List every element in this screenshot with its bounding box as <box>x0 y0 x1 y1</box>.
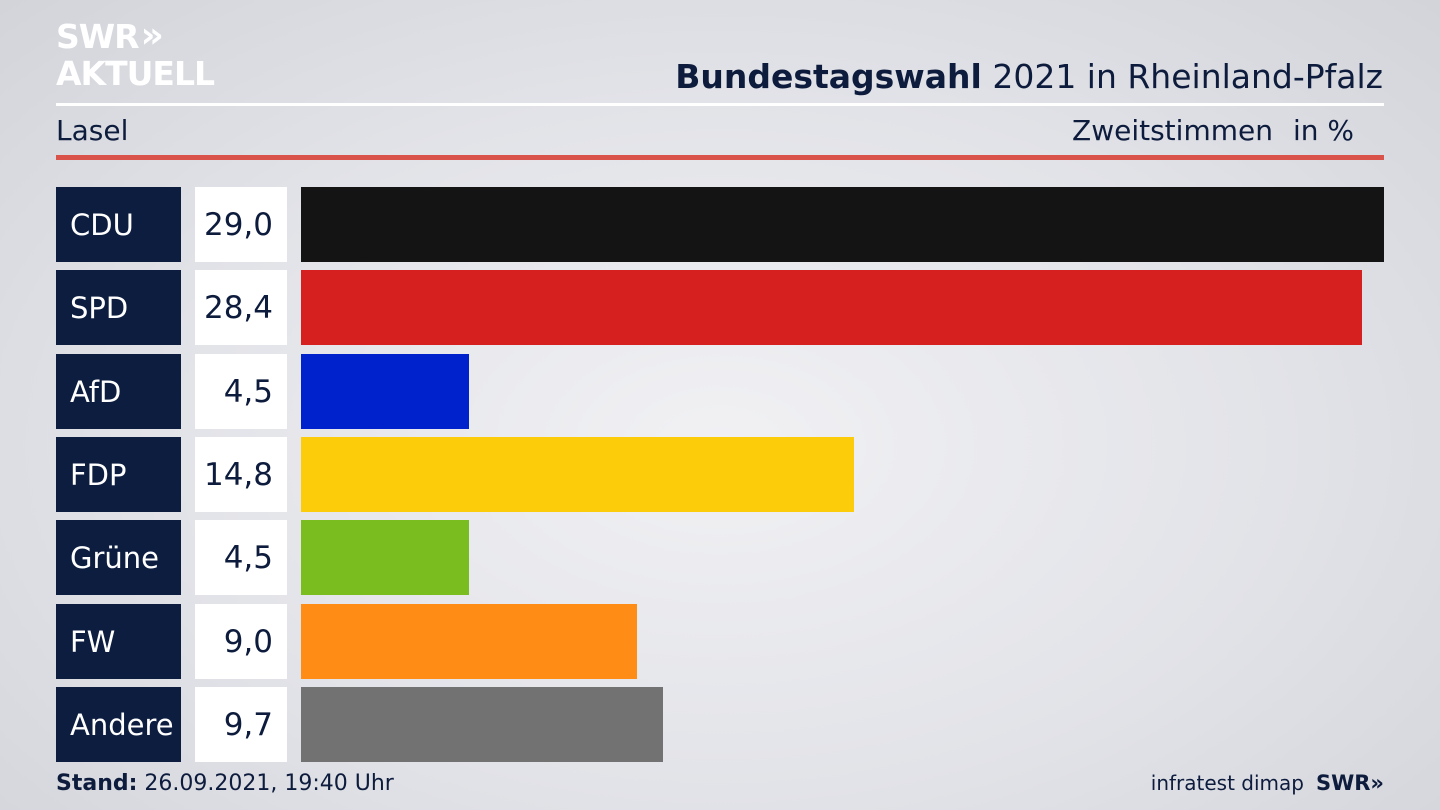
party-label: CDU <box>56 187 181 262</box>
source-label: infratest dimap <box>1150 771 1304 795</box>
value-label: 14,8 <box>195 437 287 512</box>
value-label: 4,5 <box>195 520 287 595</box>
logo-swr-text: SWR <box>56 16 140 56</box>
swr-aktuell-logo: SWR» AKTUELL <box>56 16 215 93</box>
bar <box>301 604 637 679</box>
location-label: Lasel <box>56 114 129 147</box>
bar <box>301 354 469 429</box>
bar <box>301 187 1384 262</box>
party-label: Grüne <box>56 520 181 595</box>
unit-label: in % <box>1292 114 1354 147</box>
header-divider <box>56 103 1384 106</box>
measure-label: Zweitstimmen <box>1072 114 1273 147</box>
bar <box>301 687 663 762</box>
value-label: 28,4 <box>195 270 287 345</box>
party-label: Andere <box>56 687 181 762</box>
value-label: 9,7 <box>195 687 287 762</box>
value-label: 9,0 <box>195 604 287 679</box>
party-label: FDP <box>56 437 181 512</box>
logo-aktuell-text: AKTUELL <box>56 54 215 93</box>
title-bold: Bundestagswahl <box>675 57 982 96</box>
value-label: 29,0 <box>195 187 287 262</box>
measure-header: Zweitstimmen in % <box>1072 114 1354 147</box>
party-label: AfD <box>56 354 181 429</box>
stand-value: 26.09.2021, 19:40 Uhr <box>137 771 394 796</box>
timestamp: Stand: 26.09.2021, 19:40 Uhr <box>56 771 394 796</box>
title-rest: 2021 in Rheinland-Pfalz <box>981 57 1383 96</box>
party-label: SPD <box>56 270 181 345</box>
source-credits: infratest dimap SWR» <box>1151 771 1384 795</box>
party-label: FW <box>56 604 181 679</box>
bar <box>301 520 469 595</box>
page-title: Bundestagswahl 2021 in Rheinland-Pfalz <box>675 57 1383 96</box>
bar <box>301 270 1362 345</box>
value-label: 4,5 <box>195 354 287 429</box>
accent-divider <box>56 155 1384 160</box>
swr-footer-logo: SWR» <box>1315 771 1384 795</box>
stand-label: Stand: <box>56 771 138 796</box>
bar <box>301 437 854 512</box>
